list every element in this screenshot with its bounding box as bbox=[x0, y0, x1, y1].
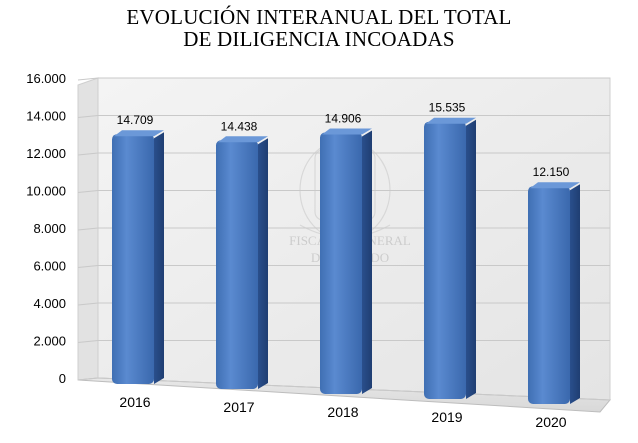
bar-side bbox=[362, 130, 372, 394]
bar-top bbox=[426, 117, 476, 124]
bar-side bbox=[466, 119, 476, 399]
bar-side bbox=[154, 132, 164, 384]
bar-front bbox=[528, 186, 570, 404]
bar-front bbox=[320, 132, 362, 394]
gridline-side bbox=[77, 115, 99, 118]
bar-top bbox=[114, 130, 164, 137]
chart-title-line-2: DE DILIGENCIA INCOADAS bbox=[183, 27, 455, 51]
x-tick-label: 2016 bbox=[119, 394, 150, 410]
y-tick-label: 12.000 bbox=[26, 146, 66, 161]
gridline-side bbox=[77, 377, 99, 381]
bar-top bbox=[530, 182, 580, 189]
chart-title-line-1: EVOLUCIÓN INTERANUAL DEL TOTAL bbox=[126, 5, 512, 29]
bar-side bbox=[258, 138, 268, 389]
x-tick-label: 2020 bbox=[535, 414, 566, 430]
bar-2018 bbox=[320, 128, 372, 394]
bar-2017 bbox=[216, 136, 268, 389]
data-label: 14.709 bbox=[117, 113, 154, 127]
bar-2016 bbox=[112, 130, 164, 384]
bar-front bbox=[112, 134, 154, 384]
y-tick-label: 0 bbox=[59, 371, 66, 386]
gridline-side bbox=[77, 340, 99, 343]
x-tick-label: 2018 bbox=[327, 404, 358, 420]
bar-2019 bbox=[424, 117, 476, 399]
bars bbox=[112, 117, 580, 404]
gridline-side bbox=[77, 190, 99, 193]
y-tick-label: 6.000 bbox=[33, 259, 66, 274]
y-tick-label: 4.000 bbox=[33, 296, 66, 311]
gridline-side bbox=[77, 302, 99, 306]
y-tick-label: 16.000 bbox=[26, 71, 66, 86]
y-tick-label: 2.000 bbox=[33, 334, 66, 349]
gridline-side bbox=[77, 77, 99, 81]
gridline-side bbox=[77, 152, 99, 156]
x-tick-label: 2017 bbox=[223, 399, 254, 415]
data-label: 14.438 bbox=[221, 119, 258, 133]
x-tick-label: 2019 bbox=[431, 409, 462, 425]
bar-front bbox=[424, 121, 466, 399]
gridline-side bbox=[77, 265, 99, 268]
bar-side bbox=[570, 184, 580, 404]
y-tick-label: 8.000 bbox=[33, 221, 66, 236]
data-labels: 14.709 14.438 14.906 15.535 12.150 bbox=[117, 101, 570, 179]
data-label: 15.535 bbox=[429, 101, 466, 115]
bar-2020 bbox=[528, 182, 580, 404]
y-tick-label: 14.000 bbox=[26, 109, 66, 124]
bar-top bbox=[218, 136, 268, 143]
bar-top bbox=[322, 128, 372, 135]
y-tick-label: 10.000 bbox=[26, 184, 66, 199]
y-axis-ticks: 0 2.000 4.000 6.000 8.000 10.000 12.000 14.000 1… bbox=[26, 71, 66, 386]
chart-title: EVOLUCIÓN INTERANUAL DEL TOTAL DE DILIGE… bbox=[0, 6, 638, 50]
data-label: 14.906 bbox=[325, 112, 362, 126]
data-label: 12.150 bbox=[533, 165, 570, 179]
bar-front bbox=[216, 140, 258, 389]
x-axis-ticks: 2016 2017 2018 2019 2020 bbox=[119, 394, 566, 430]
gridline-side bbox=[77, 227, 99, 231]
